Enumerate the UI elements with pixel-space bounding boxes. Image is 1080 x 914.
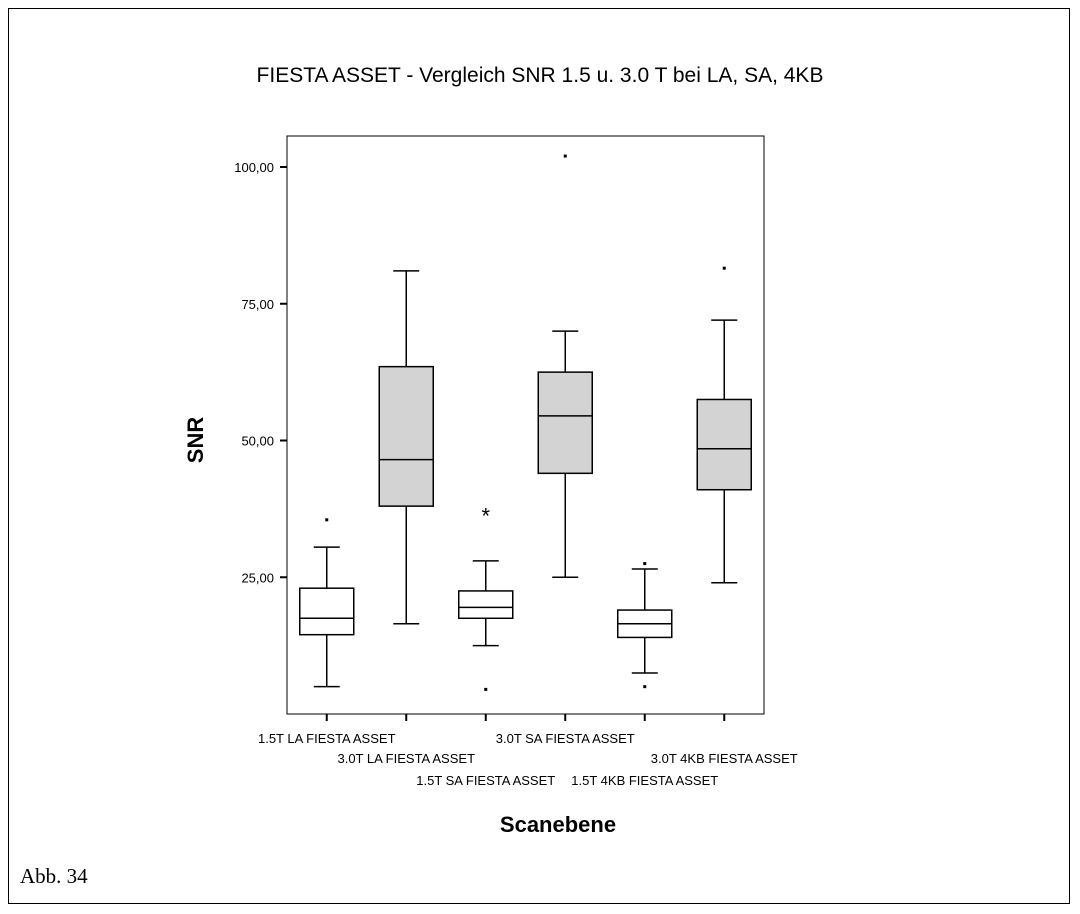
figure-caption: Abb. 34 <box>20 864 88 888</box>
outlier-dot <box>643 685 647 689</box>
y-axis: 25,00 50,00 75,00 100,00 <box>234 160 287 585</box>
x-tick-label: 3.0T SA FIESTA ASSET <box>496 731 635 746</box>
outlier-dot <box>722 266 726 270</box>
y-tick-label: 50,00 <box>241 434 274 449</box>
y-tick-label: 100,00 <box>234 160 274 175</box>
x-tick-label: 3.0T LA FIESTA ASSET <box>337 751 475 766</box>
chart-title: FIESTA ASSET - Vergleich SNR 1.5 u. 3.0 … <box>257 64 824 87</box>
box-3: * <box>458 504 514 691</box>
box-iqr <box>537 371 593 475</box>
box-4 <box>537 154 593 578</box>
x-tick-label: 1.5T 4KB FIESTA ASSET <box>571 773 718 788</box>
y-axis-label: SNR <box>183 417 208 464</box>
x-axis-label: Scanebene <box>500 812 616 837</box>
box-6 <box>696 266 752 584</box>
x-axis: 1.5T LA FIESTA ASSET 3.0T LA FIESTA ASSET… <box>258 714 798 788</box>
x-tick-label: 3.0T 4KB FIESTA ASSET <box>651 751 798 766</box>
box-iqr <box>299 587 355 636</box>
outlier-dot <box>484 687 488 691</box>
boxes: * <box>299 154 752 691</box>
outlier-dot <box>325 518 329 522</box>
box-1 <box>299 518 355 688</box>
plot-area <box>286 135 765 715</box>
y-tick-label: 25,00 <box>241 570 274 585</box>
box-5 <box>617 562 673 689</box>
y-tick-label: 75,00 <box>241 297 274 312</box>
x-tick-label: 1.5T LA FIESTA ASSET <box>258 731 396 746</box>
box-iqr <box>378 365 434 507</box>
outlier-dot <box>563 154 567 158</box>
box-2 <box>378 270 434 625</box>
extreme-outlier-star: * <box>481 504 490 529</box>
box-iqr <box>696 398 752 491</box>
outlier-dot <box>643 562 647 566</box>
x-tick-label: 1.5T SA FIESTA ASSET <box>416 773 555 788</box>
box-iqr <box>458 590 514 620</box>
